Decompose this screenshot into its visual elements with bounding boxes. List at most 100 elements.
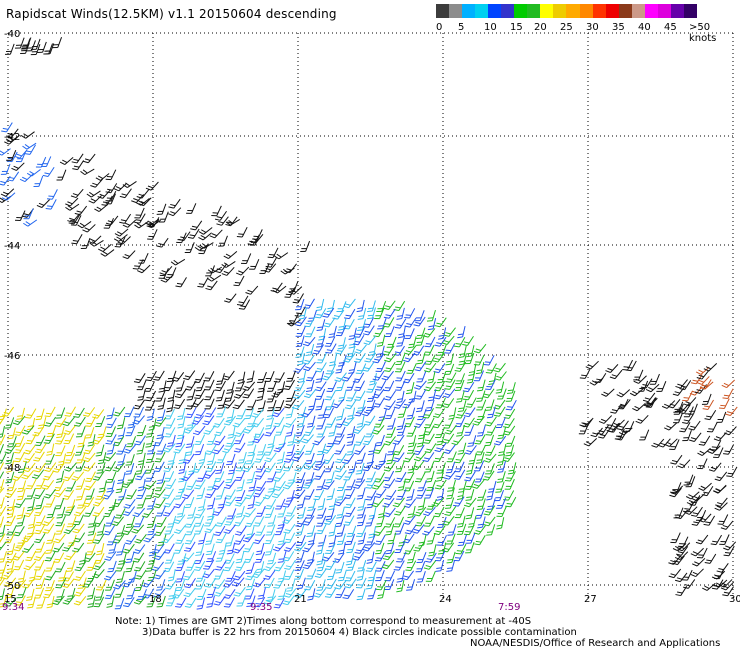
wind-barb [598,415,613,424]
wind-barb [187,507,197,519]
wind-barb [476,390,486,402]
wind-barb [408,390,417,404]
wind-barb [720,520,734,530]
wind-barb [375,579,387,591]
wind-barb [122,506,136,516]
wind-barb [372,388,385,399]
wind-barb [121,478,134,489]
wind-barb [264,462,276,473]
wind-barb [423,381,436,392]
wind-barb [354,327,365,338]
wind-barb [683,474,694,486]
wind-barb [242,381,256,391]
wind-barb [377,318,387,330]
wind-barb [416,435,426,448]
wind-barb [325,543,336,554]
wind-barb [168,198,181,209]
wind-barb [303,298,315,309]
wind-barb [365,515,375,527]
credit: NOAA/NESDIS/Office of Research and Appli… [470,638,721,649]
wind-barb [396,551,407,563]
wind-barb [235,460,247,472]
wind-barb [267,515,277,527]
wind-barb [352,424,366,434]
wind-barb [373,526,386,536]
wind-barb [344,488,356,499]
wind-barb [265,417,275,430]
wind-barb [202,568,215,579]
wind-barb [156,579,166,591]
wind-barb [241,253,252,264]
wind-barb [122,250,136,260]
wind-barb [325,471,335,484]
wind-barb [372,425,385,435]
wind-barb [695,366,710,375]
wind-barb [175,435,185,448]
wind-barb [222,443,235,454]
wind-barb [362,361,375,372]
wind-barb [413,541,425,552]
wind-barb [303,460,317,470]
wind-barb [0,148,11,156]
wind-barb [406,551,416,564]
wind-barb [184,496,195,509]
wind-barb [664,422,678,431]
wind-barb [0,506,7,517]
wind-barb [226,542,236,555]
wind-barb [204,515,215,527]
wind-barb [0,497,5,510]
wind-barb [277,570,287,583]
wind-barb [267,399,277,412]
wind-barb [307,499,317,511]
wind-barb [672,555,685,566]
wind-barb [55,433,66,445]
wind-barb [96,543,105,556]
wind-barb [423,560,437,570]
wind-barb [96,462,106,474]
wind-barb [392,452,405,463]
wind-barb [344,506,356,518]
wind-barb [485,399,495,411]
wind-barb [30,43,41,56]
wind-barb [632,402,646,412]
wind-barb [16,514,26,527]
wind-barb [342,454,355,464]
wind-barb [173,398,186,409]
wind-barb [465,489,475,501]
wind-barb [285,505,297,517]
wind-barb [285,424,295,437]
wind-barb [0,487,5,497]
wind-barb [122,219,137,228]
wind-barb [345,379,356,391]
wind-barb [717,514,729,525]
colorbar-swatch [683,4,697,18]
wind-barb [13,525,25,537]
wind-barb [255,543,265,556]
wind-barb [316,352,327,364]
wind-barb [688,420,701,431]
wind-barb [175,579,185,591]
wind-barb [0,588,5,601]
wind-barb [374,308,385,320]
wind-barb [35,541,45,553]
wind-barb [427,389,437,402]
wind-barb [146,219,160,229]
wind-barb [185,444,195,457]
wind-barb [209,229,223,239]
wind-barb [316,579,326,591]
wind-barb [446,533,456,545]
wind-barb [485,425,497,436]
wind-barb [496,497,507,509]
wind-barb [322,480,335,490]
wind-barb [146,498,156,510]
wind-barb [711,579,724,590]
wind-barb [435,397,446,409]
wind-barb [477,424,486,437]
wind-barb [486,488,495,501]
wind-barb [256,444,267,456]
wind-barb [4,443,17,454]
wind-barb [226,409,235,422]
wind-barb [433,506,445,518]
wind-barb [25,408,37,419]
wind-barb [255,561,265,574]
